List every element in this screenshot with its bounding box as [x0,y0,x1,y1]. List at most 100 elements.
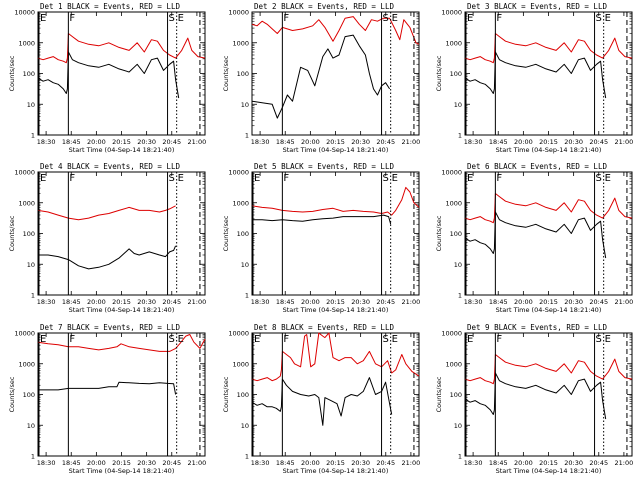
panel-title: Det 6 BLACK = Events, RED = LLD [467,162,607,171]
y-tick-label: 1 [458,292,462,300]
y-tick-label: 10000 [441,330,462,338]
marker-label: E [40,173,46,184]
x-tick-label: 20:15 [112,298,131,306]
x-tick-label: 20:15 [112,459,131,467]
y-tick-label: 10 [241,422,249,430]
y-tick-label: 100 [450,70,462,78]
series-line-events [464,211,607,259]
marker-label: S [383,13,389,24]
x-axis-label: Start Time (04-Sep-14 18:21:40) [283,306,389,314]
y-tick-label: 10000 [228,330,249,338]
x-tick-label: 21:00 [188,138,207,146]
y-tick-label: 10 [241,261,249,269]
y-axis-label: Counts/sec [8,215,16,251]
x-tick-label: 18:45 [62,298,81,306]
x-tick-label: 20:45 [589,459,608,467]
marker-label: E [467,13,473,24]
x-tick-label: 20:45 [376,459,395,467]
x-tick-label: 18:45 [62,138,81,146]
x-tick-label: 20:15 [539,459,558,467]
x-tick-label: 20:00 [301,138,320,146]
marker-label: E [392,173,398,184]
marker-label: E [605,334,611,345]
x-tick-label: 18:30 [464,298,483,306]
panel-title: Det 8 BLACK = Events, RED = LLD [254,323,394,332]
x-tick-label: 20:15 [539,138,558,146]
marker-label: F [496,173,502,184]
y-tick-label: 1 [31,132,35,140]
series-line-lld [37,33,206,64]
y-tick-label: 1000 [232,39,249,47]
marker-label: E [605,173,611,184]
x-tick-label: 20:30 [564,298,583,306]
marker-label: F [283,13,289,24]
y-tick-label: 1 [458,132,462,140]
series-line-lld [37,334,206,352]
x-tick-label: 20:00 [87,138,106,146]
series-line-lld [37,205,176,221]
panel-title: Det 2 BLACK = Events, RED = LLD [254,2,394,11]
series-line-events [464,51,607,99]
x-tick-label: 20:00 [514,459,533,467]
y-tick-label: 100 [237,70,249,78]
x-tick-label: 21:00 [615,459,634,467]
x-tick-label: 18:30 [251,298,270,306]
x-tick-label: 18:45 [489,138,508,146]
y-axis-label: Counts/sec [222,376,230,412]
x-tick-label: 20:15 [326,138,345,146]
series-line-lld [251,186,420,216]
x-axis-label: Start Time (04-Sep-14 18:21:40) [496,467,602,475]
marker-label: E [467,334,473,345]
x-axis-label: Start Time (04-Sep-14 18:21:40) [496,306,602,314]
x-tick-label: 20:00 [301,459,320,467]
y-tick-label: 1000 [445,360,462,368]
y-tick-label: 10000 [14,330,35,338]
x-tick-label: 20:00 [514,138,533,146]
plot-frame [464,11,633,136]
panel-title: Det 5 BLACK = Events, RED = LLD [254,162,394,171]
x-tick-label: 20:15 [539,298,558,306]
detector-panel-2: Det 2 BLACK = Events, RED = LLD 1 10 100 100… [222,2,420,154]
panel-title: Det 9 BLACK = Events, RED = LLD [467,323,607,332]
marker-label: S [596,334,602,345]
y-tick-label: 100 [237,230,249,238]
x-tick-label: 20:45 [589,298,608,306]
series-line-events [464,372,607,420]
y-tick-label: 10 [454,422,462,430]
x-tick-label: 21:00 [188,298,207,306]
series-line-events [37,51,180,99]
y-axis-label: Counts/sec [435,376,443,412]
y-tick-label: 10000 [14,9,35,17]
y-tick-label: 100 [450,391,462,399]
x-axis-label: Start Time (04-Sep-14 18:21:40) [69,146,175,154]
marker-label: F [69,334,75,345]
x-tick-label: 18:30 [37,138,56,146]
plot-frame [464,171,633,296]
series-line-events [251,34,391,119]
marker-label: S [169,334,175,345]
marker-label: F [69,173,75,184]
x-tick-label: 20:30 [137,138,156,146]
y-tick-label: 1 [245,453,249,461]
x-tick-label: 20:30 [351,298,370,306]
x-tick-label: 20:00 [301,298,320,306]
x-tick-label: 20:30 [351,138,370,146]
y-tick-label: 1000 [18,360,35,368]
x-tick-label: 18:30 [37,459,56,467]
y-tick-label: 10 [241,101,249,109]
x-tick-label: 18:30 [251,138,270,146]
marker-label: E [40,13,46,24]
y-axis-label: Counts/sec [222,215,230,251]
marker-label: E [254,334,260,345]
x-tick-label: 18:30 [464,459,483,467]
marker-label: F [496,334,502,345]
y-tick-label: 1000 [445,39,462,47]
plot-frame [464,332,633,457]
x-tick-label: 20:15 [112,138,131,146]
x-tick-label: 20:30 [137,298,156,306]
y-tick-label: 10 [27,261,35,269]
x-axis-label: Start Time (04-Sep-14 18:21:40) [69,467,175,475]
x-axis-label: Start Time (04-Sep-14 18:21:40) [496,146,602,154]
detector-panel-9: Det 9 BLACK = Events, RED = LLD 1 10 100 100… [435,323,633,475]
